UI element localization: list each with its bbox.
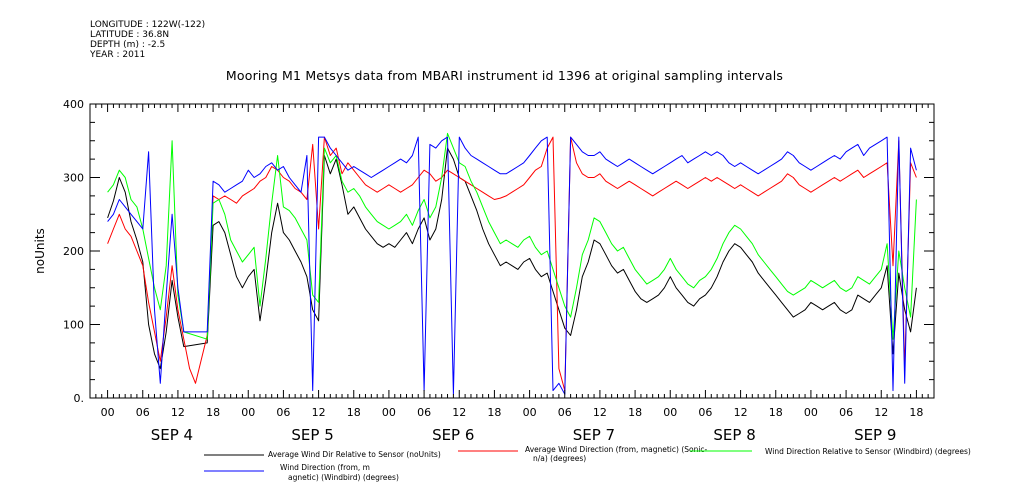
x-tick-label: 18 — [206, 406, 220, 419]
legend-label-2: Wind Direction Relative to Sensor (Windb… — [765, 447, 971, 456]
y-tick-label: 300 — [63, 172, 84, 185]
plot-frame — [89, 103, 935, 399]
y-tick-label: 200 — [63, 245, 84, 258]
x-tick-label: 00 — [663, 406, 677, 419]
series-line-3 — [107, 136, 917, 395]
metadata-block: LONGITUDE : 122W(-122) LATITUDE : 36.8N … — [90, 20, 205, 60]
legend-label-3: Wind Direction (from, m agnetic) (Windbir… — [280, 463, 399, 482]
series-group — [107, 132, 917, 395]
x-tick-label: 06 — [276, 406, 290, 419]
x-tick-label: 18 — [769, 406, 783, 419]
legend: Average Wind Dir Relative to Sensor (noU… — [204, 445, 971, 482]
x-tick-label: 06 — [558, 406, 572, 419]
x-tick-label: 12 — [312, 406, 326, 419]
x-tick-label: 12 — [593, 406, 607, 419]
x-tick-label: 12 — [171, 406, 185, 419]
x-day-label: SEP 4 — [151, 426, 193, 444]
x-day-label: SEP 8 — [713, 426, 755, 444]
meta-longitude: LONGITUDE : 122W(-122) — [90, 20, 206, 30]
x-tick-label: 06 — [136, 406, 150, 419]
x-day-label: SEP 6 — [432, 426, 474, 444]
x-day-label: SEP 5 — [291, 426, 333, 444]
x-tick-label: 00 — [241, 406, 255, 419]
legend-label-1: Average Wind Direction (from, magnetic) … — [525, 445, 708, 463]
y-tick-label: 100 — [63, 319, 84, 332]
x-axis: 00 06 12 18 00 06 12 18 00 06 12 18 00 06 12 18 00 06 12 18… — [89, 104, 935, 444]
series-line-0 — [107, 147, 917, 370]
x-tick-label: 18 — [628, 406, 642, 419]
x-tick-label: 18 — [487, 406, 501, 419]
chart-title: Mooring M1 Metsys data from MBARI instru… — [225, 68, 784, 83]
meta-latitude: LATITUDE : 36.8N — [90, 30, 170, 40]
meta-year: YEAR : 2011 — [90, 50, 146, 60]
x-tick-label: 12 — [452, 406, 466, 419]
y-axis-label: noUnits — [33, 228, 47, 274]
x-day-label: SEP 7 — [573, 426, 615, 444]
x-tick-label: 12 — [734, 406, 748, 419]
x-day-label: SEP 9 — [854, 426, 896, 444]
series-line-1 — [107, 136, 917, 392]
legend-label-0: Average Wind Dir Relative to Sensor (noU… — [268, 450, 441, 459]
y-axis: 0. 100 200 300 400 noUnits — [33, 98, 934, 405]
x-tick-label: 06 — [698, 406, 712, 419]
x-tick-label: 06 — [417, 406, 431, 419]
x-tick-label: 00 — [523, 406, 537, 419]
x-tick-label: 06 — [839, 406, 853, 419]
y-tick-label: 0. — [74, 392, 85, 405]
meta-depth: DEPTH (m) : -2.5 — [90, 40, 166, 50]
x-tick-label: 18 — [909, 406, 923, 419]
series-line-2 — [107, 132, 917, 340]
y-tick-label: 400 — [63, 98, 84, 111]
x-tick-label: 00 — [101, 406, 115, 419]
x-tick-label: 12 — [874, 406, 888, 419]
x-tick-label: 00 — [382, 406, 396, 419]
x-tick-label: 00 — [804, 406, 818, 419]
x-tick-label: 18 — [347, 406, 361, 419]
